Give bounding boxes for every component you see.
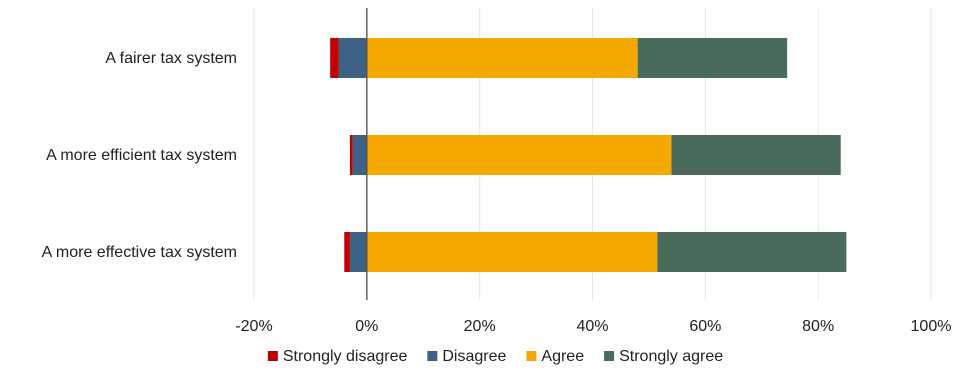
category-labels: A fairer tax system A more efficient tax … — [42, 50, 237, 261]
legend-label-disagree: Disagree — [442, 348, 506, 365]
legend-label-agree: Agree — [541, 348, 584, 365]
bar-strongly-agree-a-fairer-tax-system — [637, 38, 788, 78]
x-tick-labels: -20% 0% 20% 40% 60% 80% 100% — [235, 318, 951, 335]
x-tick-label: -20% — [235, 318, 272, 335]
category-label: A more effective tax system — [42, 244, 237, 261]
bar-agree-a-more-effective-tax-system — [366, 232, 658, 272]
category-label: A more efficient tax system — [46, 147, 237, 164]
bar-strongly-agree-a-more-efficient-tax-system — [671, 135, 841, 175]
legend-swatch-agree — [526, 351, 537, 361]
bars — [330, 38, 847, 272]
bar-strongly-disagree-a-more-effective-tax-system — [344, 232, 350, 272]
x-tick-label: 40% — [576, 318, 608, 335]
x-tick-label: 60% — [689, 318, 721, 335]
bar-strongly-agree-a-more-effective-tax-system — [657, 232, 847, 272]
bar-disagree-a-more-efficient-tax-system — [352, 135, 367, 175]
bar-agree-a-fairer-tax-system — [366, 38, 638, 78]
category-label: A fairer tax system — [105, 50, 237, 67]
bar-agree-a-more-efficient-tax-system — [366, 135, 672, 175]
legend-label-strongly-agree: Strongly agree — [619, 348, 723, 365]
legend-label-strongly-disagree: Strongly disagree — [283, 348, 408, 365]
legend-swatch-strongly-disagree — [267, 351, 278, 361]
bar-strongly-disagree-a-fairer-tax-system — [330, 38, 339, 78]
x-tick-label: 80% — [802, 318, 834, 335]
x-tick-label: 100% — [911, 318, 952, 335]
x-tick-label: 0% — [355, 318, 378, 335]
legend-swatch-disagree — [427, 351, 438, 361]
bar-strongly-disagree-a-more-efficient-tax-system — [349, 135, 353, 175]
bar-disagree-a-more-effective-tax-system — [349, 232, 367, 272]
x-tick-label: 20% — [464, 318, 496, 335]
legend: Strongly disagree Disagree Agree Strongly a… — [267, 348, 723, 365]
bar-disagree-a-fairer-tax-system — [338, 38, 367, 78]
legend-swatch-strongly-agree — [604, 351, 615, 361]
